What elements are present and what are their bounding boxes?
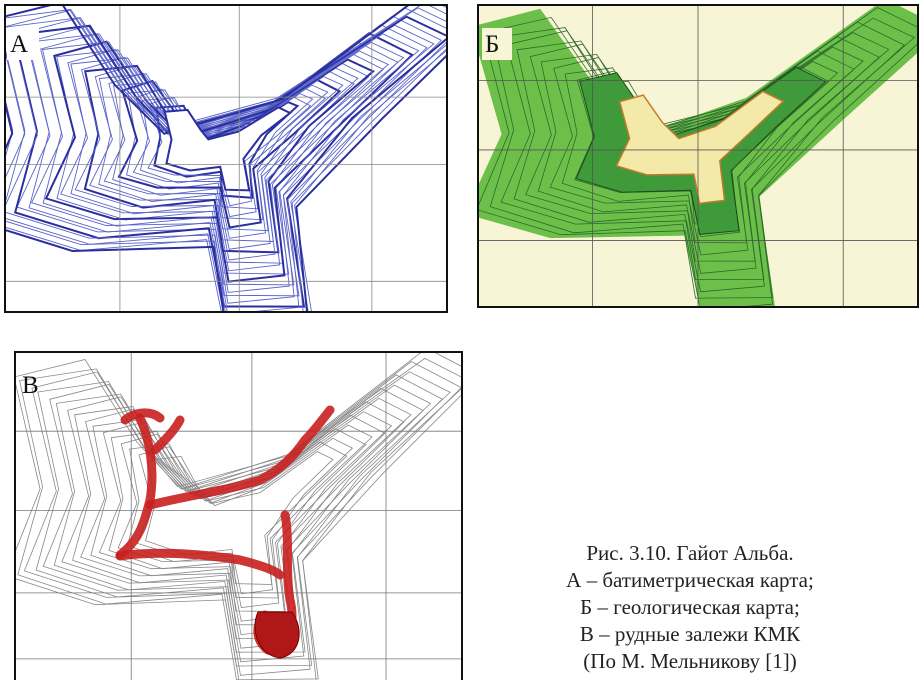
page: А Б В Рис. 3.10. Гайот Альба. А – батиме… xyxy=(0,0,922,680)
caption-line: Б – геологическая карта; xyxy=(580,595,800,619)
caption-line: В – рудные залежи КМК xyxy=(580,622,801,646)
bathymetric-map xyxy=(0,0,485,336)
geological-map xyxy=(465,0,922,321)
caption-line: А – батиметрическая карта; xyxy=(566,568,814,592)
caption: Рис. 3.10. Гайот Альба. А – батиметричес… xyxy=(566,541,814,673)
panel-label: Б xyxy=(485,31,499,58)
panel-label: А xyxy=(10,31,28,58)
panel-label: В xyxy=(22,372,39,399)
ore-deposit-map xyxy=(6,348,481,680)
figure: А Б В Рис. 3.10. Гайот Альба. А – батиме… xyxy=(0,0,922,680)
caption-line: Рис. 3.10. Гайот Альба. xyxy=(586,541,793,565)
caption-line: (По М. Мельникову [1]) xyxy=(583,649,796,673)
